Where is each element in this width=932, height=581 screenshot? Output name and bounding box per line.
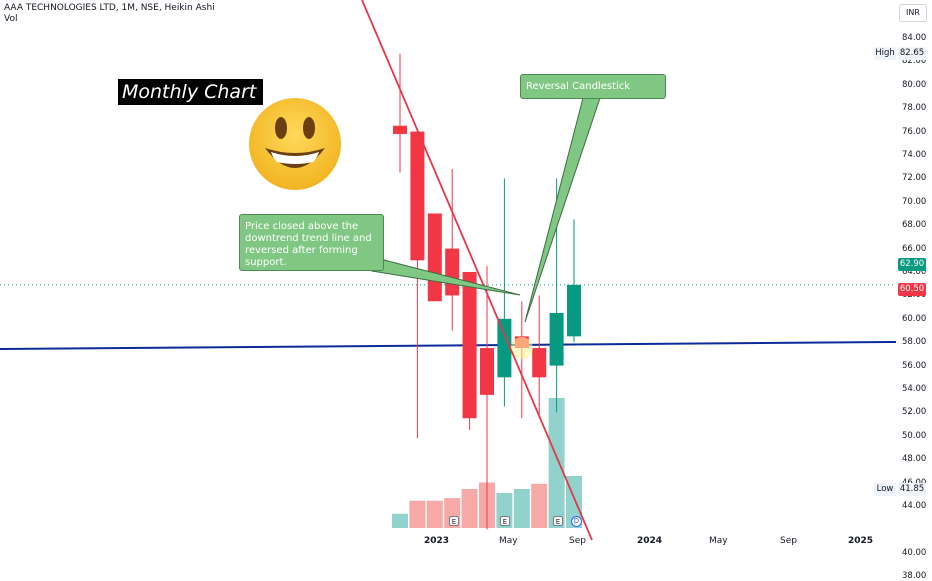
volume-bar bbox=[409, 500, 426, 528]
price-tick-label: 76.00 bbox=[902, 126, 927, 137]
monthly-chart-label[interactable]: Monthly Chart bbox=[118, 79, 263, 105]
candle-body bbox=[462, 272, 477, 419]
volume-bar bbox=[531, 483, 548, 528]
candle-body bbox=[497, 318, 512, 378]
time-tick-label: May bbox=[499, 536, 518, 546]
price-tick-label: 56.00 bbox=[902, 360, 927, 371]
price-tick-label: 66.00 bbox=[902, 243, 927, 254]
candle-body bbox=[532, 348, 547, 378]
previous-price-tag: 60.50 bbox=[898, 283, 926, 296]
price-tick-label: 38.00 bbox=[902, 571, 927, 581]
price-tick-label: 68.00 bbox=[902, 220, 927, 231]
price-chart[interactable] bbox=[0, 0, 932, 550]
low-label: Low bbox=[874, 483, 896, 496]
price-tick-label: 52.00 bbox=[902, 407, 927, 418]
price-closed-note[interactable]: Price closed above the downtrend trend l… bbox=[239, 214, 384, 271]
symbol-title[interactable]: AAA TECHNOLOGIES LTD, 1M, NSE, Heikin As… bbox=[4, 3, 215, 13]
price-tick-label: 82.00 bbox=[902, 56, 927, 67]
price-tick-label: 60.00 bbox=[902, 313, 927, 324]
price-tick-label: 70.00 bbox=[902, 196, 927, 207]
price-tick-label: 58.00 bbox=[902, 337, 927, 348]
price-tick-label: 46.00 bbox=[902, 478, 926, 488]
chart-header: AAA TECHNOLOGIES LTD, 1M, NSE, Heikin As… bbox=[4, 3, 215, 25]
volume-bar bbox=[548, 398, 565, 528]
price-tick-label: 74.00 bbox=[902, 150, 927, 160]
high-label: High bbox=[874, 47, 896, 60]
candle-body bbox=[427, 213, 442, 302]
price-tick-label: 50.00 bbox=[902, 430, 927, 441]
price-tick-label: 80.00 bbox=[902, 79, 927, 90]
candle-body bbox=[549, 312, 564, 366]
dividend-event-marker[interactable]: D bbox=[571, 516, 582, 527]
support-line bbox=[0, 341, 897, 350]
earnings-event-marker[interactable]: E bbox=[500, 516, 510, 526]
volume-indicator-label[interactable]: Vol bbox=[4, 14, 18, 24]
reversal-highlight bbox=[510, 337, 533, 360]
reversal-candlestick-note[interactable]: Reversal Candlestick bbox=[520, 74, 666, 99]
candle-body bbox=[445, 248, 460, 296]
price-tick-label: 64.00 bbox=[902, 267, 927, 277]
price-tick-label: 78.00 bbox=[902, 103, 927, 114]
time-tick-label: 2023 bbox=[424, 536, 450, 546]
candle-body bbox=[567, 284, 581, 337]
chart-area[interactable] bbox=[0, 0, 932, 550]
time-tick-label: Sep bbox=[569, 536, 586, 546]
time-tick-label: Sep bbox=[780, 536, 797, 546]
time-tick-label: May bbox=[709, 536, 728, 546]
price-tick-label: 48.00 bbox=[902, 454, 927, 465]
earnings-event-marker[interactable]: E bbox=[553, 516, 563, 526]
price-tick-label: 54.00 bbox=[902, 384, 927, 394]
volume-bar bbox=[461, 489, 478, 528]
volume-bar bbox=[513, 489, 530, 528]
downtrend-line bbox=[361, 0, 593, 541]
price-tick-label: 44.00 bbox=[902, 501, 927, 511]
time-tick-label: 2025 bbox=[848, 536, 874, 546]
last-price-tag: 62.90 bbox=[898, 258, 926, 271]
candle-body bbox=[393, 125, 407, 134]
candle-body bbox=[410, 131, 425, 261]
reversal-note-pointer bbox=[524, 97, 601, 323]
smiley-face-icon[interactable] bbox=[247, 96, 343, 192]
currency-button[interactable]: INR bbox=[899, 4, 927, 22]
low-value: 41.85 bbox=[898, 483, 926, 496]
volume-bar bbox=[392, 513, 408, 528]
high-value: 82.65 bbox=[898, 47, 926, 60]
earnings-event-marker[interactable]: E bbox=[449, 516, 459, 526]
price-tick-label: 72.00 bbox=[902, 173, 927, 184]
price-tick-label: 84.00 bbox=[902, 33, 927, 43]
price-tick-label: 40.00 bbox=[902, 547, 927, 558]
volume-bar bbox=[426, 500, 443, 528]
candle-body bbox=[480, 348, 494, 395]
time-tick-label: 2024 bbox=[637, 536, 663, 546]
